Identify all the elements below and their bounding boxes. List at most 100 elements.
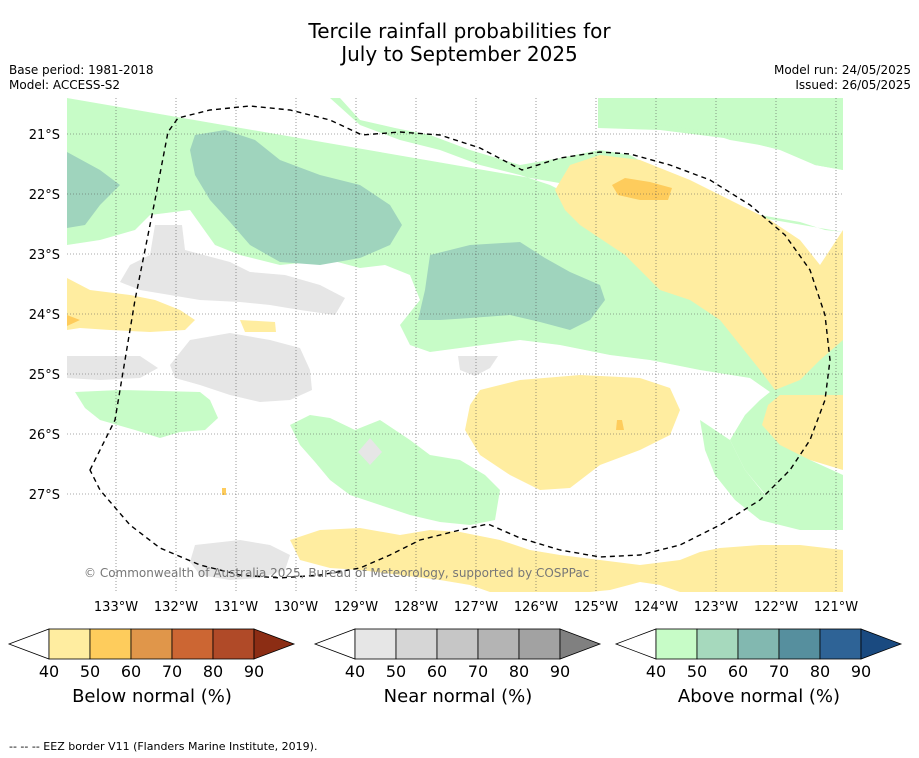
colorbar-tick-label: 70 — [162, 662, 182, 681]
lon-label: 123°W — [694, 600, 738, 615]
lon-label: 127°W — [454, 600, 498, 615]
colorbar-tick-label: 70 — [468, 662, 488, 681]
near-normal-colorbar: 40 50 60 70 80 90 — [313, 628, 602, 681]
below-normal-orange-northeast — [612, 178, 672, 200]
colorbar-over-triangle — [860, 628, 903, 660]
colorbar-swatch — [354, 628, 397, 660]
lon-label: 130°W — [274, 600, 318, 615]
above-normal-region-west — [75, 390, 218, 438]
colorbar-tick-label: 80 — [810, 662, 830, 681]
colorbar-under-triangle — [7, 628, 50, 660]
near-normal-region-upper — [120, 225, 345, 315]
below-normal-region-small — [240, 320, 276, 332]
meta-right: Model run: 24/05/2025 Issued: 26/05/2025 — [774, 63, 911, 93]
below-normal-orange-west — [67, 315, 80, 326]
lat-label: 22°S — [29, 188, 60, 203]
grid-lines — [67, 98, 843, 592]
lon-label: 122°W — [754, 600, 798, 615]
above-normal-teal-west — [67, 152, 120, 228]
below-normal-40-50-regions — [67, 155, 843, 592]
colorbar-swatch — [737, 628, 780, 660]
longitude-labels: 133°W 132°W 131°W 130°W 129°W 128°W 127°… — [94, 600, 858, 615]
lon-label: 124°W — [634, 600, 678, 615]
colorbar-tick-label: 90 — [851, 662, 871, 681]
near-normal-region-left — [67, 356, 158, 380]
colorbar-over-triangle — [253, 628, 296, 660]
copyright-text: © Commonwealth of Australia 2025, Bureau… — [84, 566, 589, 580]
below-normal-region-east — [762, 395, 843, 470]
lon-label: 133°W — [94, 600, 138, 615]
lat-label: 24°S — [29, 308, 60, 323]
colorbar-tick-label: 80 — [203, 662, 223, 681]
lon-label: 121°W — [814, 600, 858, 615]
eez-legend-footer: -- -- -- EEZ border V11 (Flanders Marine… — [9, 740, 318, 753]
colorbar-swatch — [212, 628, 255, 660]
colorbar-swatch — [436, 628, 479, 660]
lat-label: 26°S — [29, 428, 60, 443]
colorbar-swatch — [655, 628, 698, 660]
lat-label: 23°S — [29, 248, 60, 263]
colorbar-tick-label: 90 — [244, 662, 264, 681]
above-normal-region-east — [700, 420, 843, 530]
colorbar-swatch — [395, 628, 438, 660]
eez-border — [89, 105, 831, 579]
colorbar-swatch — [819, 628, 862, 660]
near-normal-region-diamond — [358, 438, 382, 465]
colorbar-tick-label: 50 — [386, 662, 406, 681]
map-title-line1: Tercile rainfall probabilities for — [308, 19, 611, 43]
lon-label: 125°W — [574, 600, 618, 615]
colorbar-swatch — [477, 628, 520, 660]
below-normal-region-west — [67, 278, 195, 332]
colorbar-swatch — [518, 628, 561, 660]
below-normal-orange-dot — [222, 488, 226, 495]
colorbar-under-triangle — [614, 628, 657, 660]
below-normal-colorbar-label: Below normal (%) — [72, 686, 232, 707]
colorbar-swatch — [89, 628, 132, 660]
below-normal-region-central-south — [465, 375, 680, 490]
near-normal-region-south — [190, 540, 290, 580]
map-title-line2: July to September 2025 — [341, 42, 578, 66]
colorbar-tick-label: 40 — [345, 662, 365, 681]
near-normal-region-middle — [170, 333, 312, 402]
above-normal-region-northeast — [598, 98, 843, 170]
model-run: Model run: 24/05/2025 — [773, 63, 911, 77]
lon-label: 129°W — [334, 600, 378, 615]
colorbar-tick-label: 50 — [687, 662, 707, 681]
near-normal-region-small — [458, 356, 498, 376]
colorbar-over-triangle — [559, 628, 602, 660]
lat-label: 21°S — [29, 128, 60, 143]
near-normal-40-50-regions — [67, 225, 498, 580]
above-normal-colorbar-label: Above normal (%) — [677, 686, 841, 707]
colorbar-tick-label: 40 — [646, 662, 666, 681]
colorbar-swatch — [778, 628, 821, 660]
rainfall-map-plot: © Commonwealth of Australia 2025, Bureau… — [67, 98, 843, 592]
above-normal-colorbar: 40 50 60 70 80 90 — [614, 628, 903, 681]
below-normal-50-60-regions — [67, 178, 672, 495]
above-normal-teal-central — [418, 242, 605, 330]
colorbars: 40 50 60 70 80 90 40 50 60 70 80 90 40 50 60 70 80 90 — [7, 628, 903, 681]
colorbar-tick-label: 90 — [550, 662, 570, 681]
colorbar-swatch — [130, 628, 173, 660]
meta-left: Base period: 1981-2018 Model: ACCESS-S2 — [9, 63, 154, 93]
colorbar-under-triangle — [313, 628, 356, 660]
colorbar-tick-label: 80 — [509, 662, 529, 681]
colorbar-tick-label: 40 — [39, 662, 59, 681]
colorbar-tick-label: 70 — [769, 662, 789, 681]
colorbar-tick-label: 50 — [80, 662, 100, 681]
above-normal-region-south-central — [290, 415, 500, 525]
lat-label: 27°S — [29, 488, 60, 503]
lon-label: 126°W — [514, 600, 558, 615]
below-normal-orange-spot — [616, 420, 624, 430]
base-period: Base period: 1981-2018 — [9, 63, 154, 77]
colorbar-swatch — [48, 628, 91, 660]
colorbar-swatch — [696, 628, 739, 660]
lon-label: 128°W — [394, 600, 438, 615]
colorbar-tick-label: 60 — [121, 662, 141, 681]
colorbar-tick-label: 60 — [728, 662, 748, 681]
below-normal-colorbar: 40 50 60 70 80 90 — [7, 628, 296, 681]
lon-label: 132°W — [154, 600, 198, 615]
latitude-labels: 21°S 22°S 23°S 24°S 25°S 26°S 27°S — [29, 128, 60, 503]
issued-date: Issued: 26/05/2025 — [795, 78, 911, 92]
colorbar-swatch — [171, 628, 214, 660]
